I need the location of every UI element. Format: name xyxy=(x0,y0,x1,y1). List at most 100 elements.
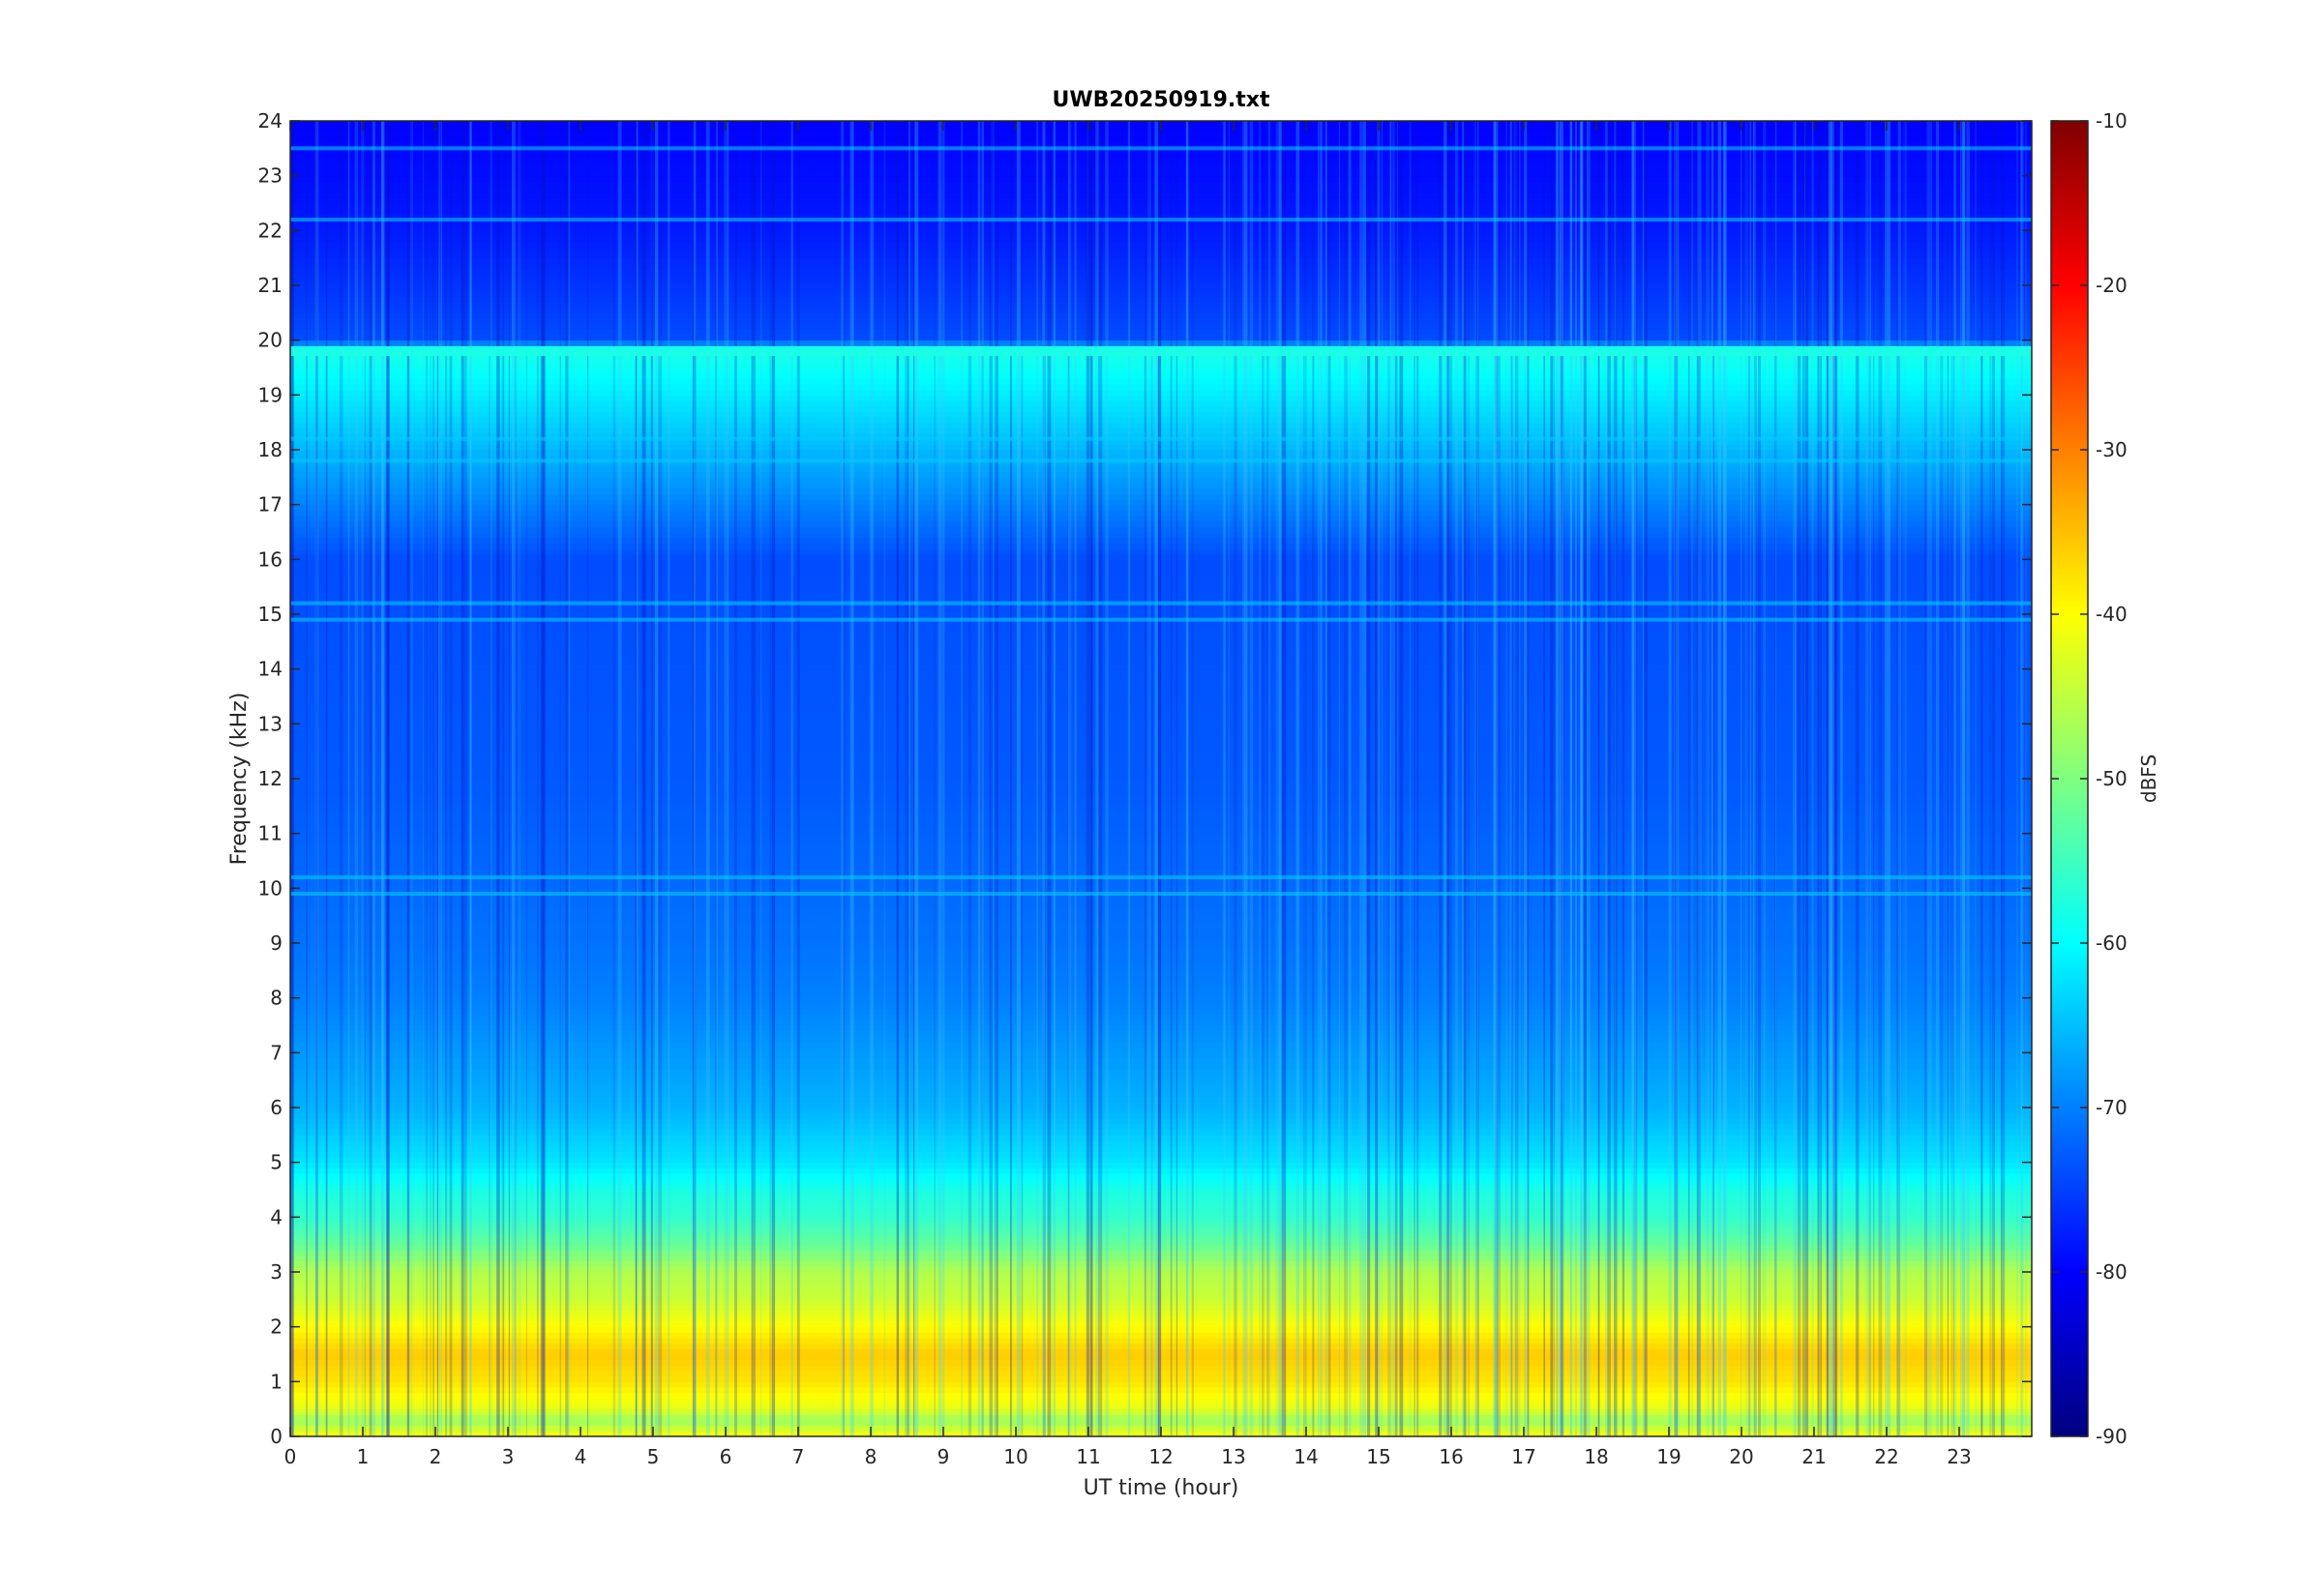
spectrogram-band xyxy=(290,192,2032,198)
y-tick-label: 24 xyxy=(258,109,283,133)
spectrogram-streak xyxy=(1377,121,1381,1436)
spectrogram-streak xyxy=(1935,121,1940,1436)
spectrogram-streak xyxy=(325,121,328,1436)
spectrogram-streak xyxy=(501,121,504,1436)
spectrogram-band xyxy=(290,586,2032,593)
spectrogram-streak xyxy=(1295,121,1300,1436)
spectrogram-band xyxy=(290,274,2032,281)
spectrogram-band xyxy=(290,525,2032,533)
spectrogram-streak xyxy=(1632,121,1637,1436)
spectrogram-band xyxy=(290,334,2032,341)
spectrogram-streak xyxy=(372,121,375,1436)
x-tick-label: 16 xyxy=(1439,1445,1463,1468)
spectrogram-streak xyxy=(1474,121,1477,1436)
spectrogram-band xyxy=(290,909,2032,917)
spectrogram-band xyxy=(290,1183,2032,1191)
spectrogram-band xyxy=(290,981,2032,988)
spectrogram-band xyxy=(290,597,2032,605)
spectrogram-band xyxy=(290,1150,2032,1158)
spectrogram-streak xyxy=(851,121,854,1436)
spectrogram-streak xyxy=(386,121,390,1436)
spectrogram-band xyxy=(290,1051,2032,1059)
spectrogram-streak xyxy=(1887,121,1891,1436)
spectrogram-band xyxy=(290,833,2032,840)
spectrogram-streak xyxy=(1940,121,1944,1436)
spectrogram-band xyxy=(290,866,2032,872)
spectrogram-streak xyxy=(381,121,385,1436)
spectrogram-streak xyxy=(1569,121,1572,1436)
spectrogram-streak xyxy=(1477,121,1479,1436)
spectrogram-band xyxy=(290,257,2032,264)
spectrogram-band xyxy=(290,1304,2032,1312)
spectrogram-band xyxy=(290,635,2032,642)
spectrogram-band xyxy=(290,668,2032,675)
spectrogram-band xyxy=(290,838,2032,845)
spectrogram-streak xyxy=(1723,121,1727,1436)
spectrogram-streak xyxy=(1834,121,1838,1436)
spectrogram-streak xyxy=(514,121,518,1436)
colorbar-label: dBFS xyxy=(2137,754,2160,803)
spectrogram-streak xyxy=(1068,121,1072,1436)
spectrogram-band xyxy=(290,575,2032,582)
spectrogram-band xyxy=(290,1238,2032,1246)
spectrogram-band xyxy=(290,147,2032,155)
spectrogram-streak xyxy=(1223,121,1226,1436)
spectrogram-band xyxy=(290,459,2032,467)
spectrogram-streak xyxy=(849,121,853,1436)
spectrogram-band xyxy=(290,449,2032,457)
spectrogram-band xyxy=(290,498,2032,506)
spectrogram-streak xyxy=(1926,121,1929,1436)
spectrogram-band xyxy=(290,871,2032,878)
spectrogram-band xyxy=(290,356,2032,363)
spectrogram-band xyxy=(290,1227,2032,1234)
spectrogram-streak xyxy=(1127,121,1131,1436)
spectrogram-band xyxy=(290,1211,2032,1218)
x-axis-ticks: 0 1 2 3 4 5 6 7 8 9 10 11 12 13 14 15 16 17 18 19 20 21 22 23 xyxy=(284,121,1972,1468)
spectrogram-band xyxy=(290,531,2032,539)
spectrogram-streak xyxy=(969,121,972,1436)
spectrogram-band xyxy=(290,953,2032,961)
y-tick-label: 14 xyxy=(258,658,283,681)
spectrogram-streak xyxy=(1820,121,1822,1436)
spectrogram-band xyxy=(290,734,2032,741)
spectrogram-streak xyxy=(1067,121,1070,1436)
x-tick-label: 8 xyxy=(865,1445,878,1468)
spectrogram-streak xyxy=(1804,121,1806,1436)
spectrogram-streak xyxy=(1098,121,1103,1436)
spectrogram-streak xyxy=(734,121,737,1436)
spectrogram-band xyxy=(290,1084,2032,1092)
spectrogram-streak xyxy=(1242,121,1245,1436)
spectrogram-band xyxy=(290,1041,2032,1049)
spectrogram-band xyxy=(290,580,2032,588)
spectrogram-band xyxy=(290,613,2032,621)
spectrogram-band xyxy=(290,1101,2032,1108)
spectrogram-band xyxy=(290,443,2032,451)
spectrogram-band xyxy=(290,1347,2032,1355)
spectrogram-band xyxy=(290,1265,2032,1273)
spectrogram-streak xyxy=(1036,121,1039,1436)
colorbar-tick-label: -60 xyxy=(2096,931,2128,955)
x-tick-label: 0 xyxy=(284,1445,297,1468)
colorbar-tick-label: -90 xyxy=(2096,1425,2128,1448)
spectrogram-streak xyxy=(1159,121,1161,1436)
spectrogram-band xyxy=(290,235,2032,243)
spectrogram-band xyxy=(290,1320,2032,1328)
spectrogram-band xyxy=(290,745,2032,753)
spectrogram-band xyxy=(290,142,2032,149)
spectrogram-streak xyxy=(1642,121,1645,1436)
x-tick-label: 14 xyxy=(1294,1445,1318,1468)
spectrogram-band xyxy=(290,175,2032,182)
spectrogram-band xyxy=(290,213,2032,221)
spectrogram-band xyxy=(290,1030,2032,1037)
spectrogram-vertical-streaks xyxy=(290,121,2027,1436)
spectrogram-band xyxy=(290,1090,2032,1098)
spectrogram-streak xyxy=(705,121,710,1436)
spectrogram-band xyxy=(290,1326,2032,1333)
spectrogram-band xyxy=(290,159,2032,165)
spectrogram-streak xyxy=(1439,121,1442,1436)
spectrogram-streak xyxy=(508,121,510,1436)
spectrogram-band xyxy=(290,1397,2032,1404)
spectrogram-streak xyxy=(1367,121,1371,1436)
spectrogram-band xyxy=(290,1287,2032,1295)
spectrogram-streak xyxy=(430,121,432,1436)
